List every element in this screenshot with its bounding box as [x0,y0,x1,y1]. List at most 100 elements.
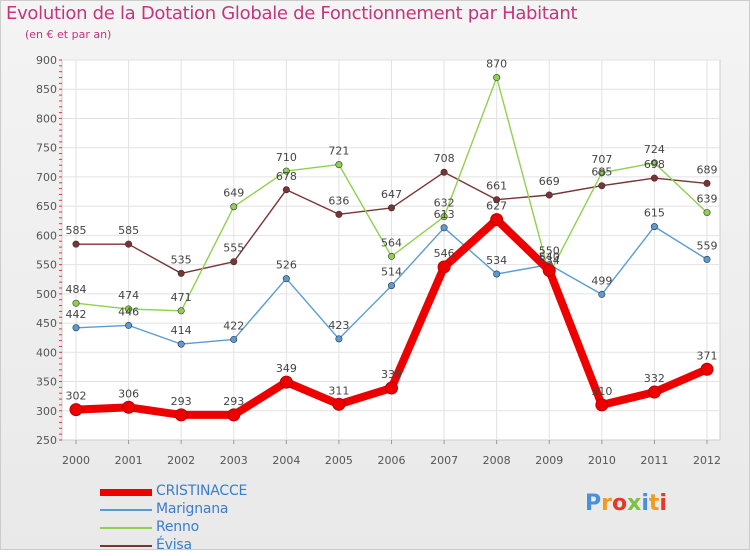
proxiti-logo: Proxiti [585,491,667,516]
series-marignana [72,223,711,348]
chart-subtitle: (en € et par an) [25,28,112,41]
data-label: 615 [644,207,665,220]
data-point [703,255,711,263]
data-point [650,159,658,167]
data-point [595,398,609,412]
data-point [332,397,346,411]
data-point [440,224,448,232]
data-point [598,182,606,190]
data-point [177,269,185,277]
y-tick-label: 650 [36,200,57,213]
data-point [647,385,661,399]
data-point [703,179,711,187]
y-tick-label: 800 [36,112,57,125]
data-point [282,167,290,175]
data-point [335,210,343,218]
data-label: 613 [434,208,455,221]
data-label: 442 [66,308,87,321]
data-label: 310 [591,385,612,398]
data-point [72,240,80,248]
data-point [598,169,606,177]
y-tick-label: 450 [36,317,57,330]
data-label: 647 [381,188,402,201]
data-point [177,307,185,315]
data-label: 446 [118,305,139,318]
data-label: 534 [539,254,560,267]
data-point [335,335,343,343]
data-label: 870 [486,58,507,71]
data-label: 698 [644,158,665,171]
logo-letter: r [601,491,612,516]
data-label: 471 [171,291,192,304]
data-label: 627 [486,200,507,213]
x-axis: 2000 2001 2002 2003 2004 2005 2006 2007 2008 2009… [62,440,721,467]
data-point [703,209,711,217]
data-point [440,168,448,176]
y-tick-label: 900 [36,54,57,67]
y-tick-label: 550 [36,259,57,272]
data-label: 550 [539,245,560,258]
data-point [387,252,395,260]
legend-label-marignana: Marignana [156,501,229,517]
data-point [545,191,553,199]
data-point [440,213,448,221]
legend-swatch-cristinacce [100,489,152,496]
data-point [282,275,290,283]
data-point [493,270,501,278]
x-tick-label: 2002 [167,454,195,467]
data-labels-layer: 302 306 293 293 349 311 339 546 627 540 310 332 371 4… [66,58,718,408]
data-label: 339 [381,368,402,381]
data-point [700,362,714,376]
data-label: 423 [328,319,349,332]
data-point [335,161,343,169]
data-label: 535 [171,253,192,266]
data-point [387,282,395,290]
series-layer [69,74,714,422]
data-label: 636 [328,194,349,207]
data-label: 689 [697,163,718,176]
x-tick-label: 2004 [272,454,300,467]
legend-swatch-renno [100,527,152,529]
data-label: 639 [697,193,718,206]
y-tick-label: 400 [36,346,57,359]
y-tick-label: 600 [36,229,57,242]
x-tick-label: 2008 [483,454,511,467]
data-point [72,324,80,332]
data-point [125,240,133,248]
x-tick-label: 2005 [325,454,353,467]
data-label: 306 [118,387,139,400]
data-label: 708 [434,152,455,165]
data-point [282,186,290,194]
data-label: 514 [381,266,402,279]
x-tick-label: 2000 [62,454,90,467]
data-label: 414 [171,324,192,337]
data-label: 534 [486,254,507,267]
logo-letter: i [659,491,667,516]
data-point [279,375,293,389]
legend-label-cristinacce: CRISTINACCE [156,483,248,499]
data-point [125,321,133,329]
data-point [174,408,188,422]
chart-title: Evolution de la Dotation Globale de Fonc… [6,3,578,24]
logo-letter: P [585,491,602,516]
data-label: 685 [591,166,612,179]
y-tick-label: 850 [36,83,57,96]
y-tick-label: 350 [36,376,57,389]
x-tick-label: 2012 [693,454,721,467]
data-label: 474 [118,289,139,302]
logo-letter: x [627,491,642,516]
data-point [650,223,658,231]
data-label: 526 [276,259,297,272]
data-point [493,74,501,82]
legend-swatch-evisa [100,545,152,547]
data-point [230,203,238,211]
data-label: 422 [223,319,244,332]
x-tick-label: 2003 [220,454,248,467]
data-point [125,305,133,313]
data-label: 311 [328,384,349,397]
data-label: 371 [697,349,718,362]
data-point [385,381,398,395]
data-point [542,263,556,277]
data-point [490,213,504,227]
data-label: 484 [66,283,87,296]
